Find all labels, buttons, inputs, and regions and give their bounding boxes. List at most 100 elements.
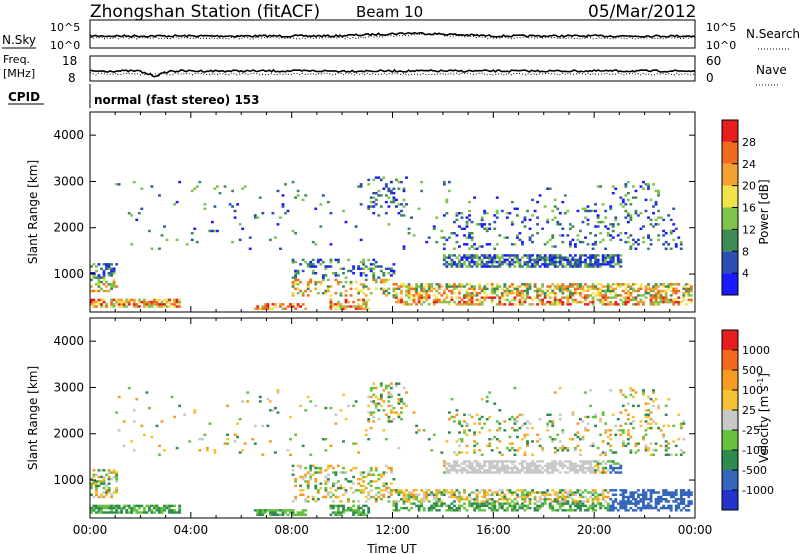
echo-cell: [369, 205, 373, 208]
echo-cell: [601, 491, 605, 494]
echo-cell: [405, 300, 408, 304]
echo-cell: [236, 435, 240, 439]
echo-cell: [362, 307, 366, 310]
echo-cell: [105, 489, 108, 492]
echo-cell: [533, 498, 537, 501]
echo-cell: [579, 464, 582, 468]
echo-cell: [581, 220, 585, 224]
echo-cell: [372, 402, 376, 405]
echo-cell: [125, 509, 129, 512]
echo-cell: [652, 285, 655, 288]
echo-cell: [314, 484, 318, 488]
echo-cell: [445, 265, 449, 268]
echo-cell: [478, 422, 482, 425]
echo-cell: [546, 429, 550, 432]
echo-cell: [107, 511, 111, 514]
echo-cell: [500, 462, 504, 465]
echo-cell: [342, 440, 345, 443]
y-tick-label: 4000: [53, 128, 84, 142]
echo-cell: [142, 300, 146, 304]
echo-cell: [115, 489, 119, 492]
echo-cell: [286, 513, 290, 516]
echo-cell: [647, 415, 650, 419]
echo-cell: [455, 296, 459, 299]
echo-cell: [631, 491, 635, 494]
echo-cell: [178, 506, 182, 510]
echo-cell: [662, 498, 666, 501]
echo-cell: [362, 511, 366, 514]
echo-cell: [672, 440, 676, 443]
echo-cell: [208, 229, 212, 233]
echo-cell: [594, 471, 597, 474]
echo-cell: [110, 509, 113, 512]
echo-cell: [631, 289, 635, 293]
echo-cell: [624, 209, 628, 213]
echo-cell: [493, 292, 497, 295]
echo-cell: [667, 500, 671, 503]
echo-cell: [384, 384, 388, 388]
echo-cell: [342, 466, 345, 470]
echo-cell: [601, 238, 605, 242]
echo-cell: [531, 462, 534, 465]
colorbar-segment: [722, 273, 738, 295]
echo-cell: [432, 227, 436, 230]
echo-cell: [294, 276, 298, 279]
echo-cell: [155, 509, 159, 512]
echo-cell: [344, 294, 348, 297]
echo-cell: [332, 504, 335, 508]
echo-cell: [95, 480, 98, 483]
echo-cell: [306, 500, 310, 503]
echo-cell: [357, 489, 361, 492]
echo-cell: [528, 469, 532, 472]
echo-cell: [518, 258, 522, 262]
echo-cell: [115, 480, 119, 483]
echo-cell: [619, 254, 623, 257]
echo-cell: [392, 272, 396, 275]
velocity-colorbar-label-sup: -1: [756, 378, 765, 386]
echo-cell: [100, 469, 103, 472]
echo-cell: [652, 449, 655, 452]
echo-cell: [619, 196, 623, 199]
echo-cell: [626, 285, 630, 288]
echo-cell: [667, 446, 671, 450]
echo-cell: [339, 305, 343, 308]
echo-cell: [354, 511, 358, 514]
echo-cell: [498, 303, 502, 306]
echo-cell: [556, 498, 560, 501]
echo-cell: [427, 509, 431, 512]
echo-cell: [387, 292, 391, 295]
echo-cell: [490, 464, 494, 468]
echo-cell: [362, 509, 366, 512]
echo-cell: [586, 265, 590, 268]
echo-cell: [405, 176, 408, 179]
echo-cell: [362, 504, 366, 508]
echo-cell: [548, 504, 552, 508]
echo-cell: [624, 292, 628, 295]
echo-cell: [364, 285, 368, 288]
echo-cell: [516, 289, 519, 293]
echo-cell: [614, 283, 618, 286]
echo-cell: [589, 462, 592, 465]
echo-cell: [117, 504, 121, 508]
echo-cell: [526, 495, 529, 499]
echo-cell: [621, 289, 625, 293]
echo-cell: [493, 402, 497, 405]
echo-cell: [604, 303, 608, 306]
echo-cell: [657, 296, 661, 299]
echo-cell: [473, 303, 476, 306]
echo-cell: [417, 493, 421, 496]
echo-cell: [644, 183, 648, 186]
echo-cell: [629, 285, 633, 288]
echo-cell: [672, 292, 676, 295]
echo-cell: [682, 489, 686, 492]
echo-cell: [657, 216, 661, 219]
echo-cell: [508, 285, 512, 288]
echo-cell: [379, 473, 383, 476]
echo-cell: [102, 478, 106, 481]
echo-cell: [364, 307, 368, 310]
echo-cell: [276, 391, 280, 394]
echo-cell: [289, 509, 292, 512]
echo-cell: [629, 386, 633, 390]
echo-cell: [672, 300, 676, 304]
echo-cell: [102, 298, 106, 302]
